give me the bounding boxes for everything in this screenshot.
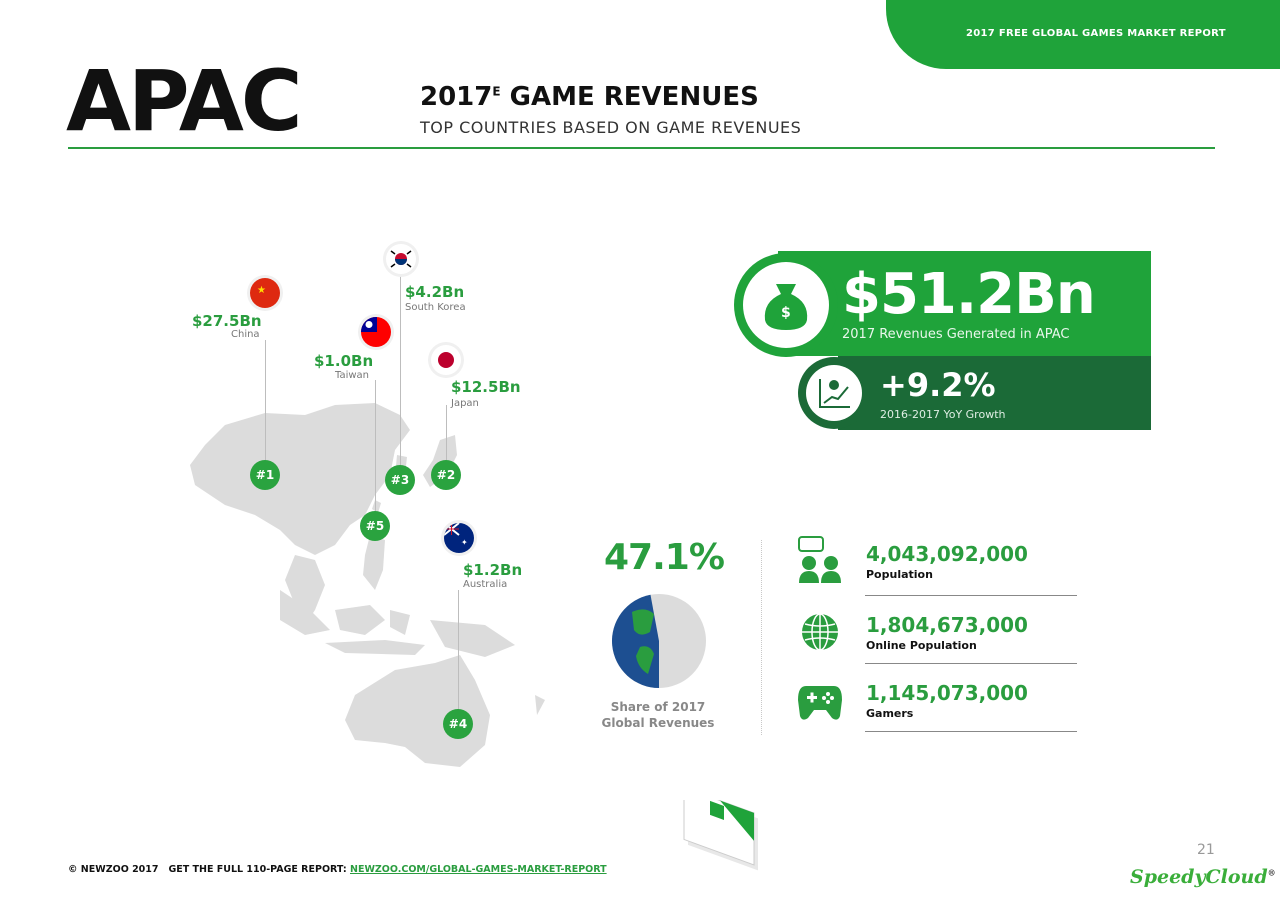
- apac-revenue-total: $51.2Bn: [842, 262, 1096, 327]
- taiwan-pin-line: [375, 380, 376, 512]
- svg-text:✦: ✦: [461, 538, 468, 547]
- australia-revenue: $1.2Bn: [463, 561, 523, 579]
- china-revenue: $27.5Bn: [192, 312, 262, 330]
- taiwan-revenue: $1.0Bn: [314, 352, 374, 370]
- section-subtitle: TOP COUNTRIES BASED ON GAME REVENUES: [420, 118, 802, 137]
- online-population-label: Online Population: [866, 639, 977, 652]
- china-label: China: [231, 329, 260, 340]
- yoy-growth-label: 2016-2017 YoY Growth: [880, 408, 1006, 421]
- gamepad-icon: [798, 686, 842, 720]
- rank-badge-south-korea: #3: [385, 465, 415, 495]
- header-divider: [68, 147, 1215, 149]
- footer-cta: GET THE FULL 110-PAGE REPORT:: [168, 864, 347, 875]
- online-population-value: 1,804,673,000: [866, 613, 1028, 637]
- global-share-percent: 47.1%: [604, 537, 725, 578]
- region-title: APAC: [66, 52, 303, 150]
- south-korea-flag-icon: [386, 244, 416, 274]
- revenue-panel: [778, 251, 1151, 356]
- australia-pin-line: [458, 590, 459, 710]
- growth-panel: [838, 356, 1151, 430]
- stat-divider: [865, 663, 1077, 664]
- global-share-label: Share of 2017 Global Revenues: [601, 700, 715, 730]
- copyright: © NEWZOO 2017: [68, 864, 159, 875]
- taiwan-flag-icon: [361, 317, 391, 347]
- taiwan-label: Taiwan: [335, 370, 370, 381]
- footer: © NEWZOO 2017 GET THE FULL 110-PAGE REPO…: [68, 864, 607, 875]
- australia-flag-icon: ✦: [444, 523, 474, 553]
- korea-pin-line: [400, 275, 401, 465]
- stat-divider: [865, 595, 1077, 596]
- south-korea-revenue: $4.2Bn: [405, 283, 465, 301]
- population-value: 4,043,092,000: [866, 542, 1028, 566]
- japan-label: Japan: [451, 398, 479, 409]
- page-number: 21: [1197, 842, 1215, 858]
- global-share-globe-icon: [612, 594, 706, 688]
- yoy-growth-value: +9.2%: [880, 366, 996, 404]
- china-pin-line: [265, 340, 266, 462]
- section-title: 2017E GAME REVENUES: [420, 82, 759, 112]
- gamers-value: 1,145,073,000: [866, 681, 1028, 705]
- money-bag-icon: $: [743, 262, 829, 348]
- japan-flag-icon: [431, 345, 461, 375]
- stat-divider: [865, 731, 1077, 732]
- rank-badge-china: #1: [250, 460, 280, 490]
- stats-divider: [761, 540, 762, 735]
- rank-badge-taiwan: #5: [360, 511, 390, 541]
- rank-badge-japan: #2: [431, 460, 461, 490]
- people-chat-icon: [798, 536, 841, 583]
- speedycloud-logo: SpeedyCloud®: [1130, 866, 1276, 888]
- china-flag-icon: ★: [250, 278, 280, 308]
- population-label: Population: [866, 568, 933, 581]
- growth-chart-icon: [806, 365, 862, 421]
- south-korea-label: South Korea: [405, 302, 466, 313]
- australia-label: Australia: [463, 579, 508, 590]
- japan-revenue: $12.5Bn: [451, 378, 521, 396]
- japan-pin-line: [446, 405, 447, 460]
- globe-icon: [802, 613, 838, 651]
- gamers-label: Gamers: [866, 707, 914, 720]
- report-link[interactable]: NEWZOO.COM/GLOBAL-GAMES-MARKET-REPORT: [350, 864, 607, 875]
- svg-text:★: ★: [257, 285, 266, 296]
- header-banner: [886, 0, 1280, 69]
- report-book-icon: [683, 800, 758, 871]
- svg-text:$: $: [781, 305, 791, 321]
- report-banner-title: 2017 FREE GLOBAL GAMES MARKET REPORT: [966, 28, 1226, 39]
- apac-revenue-label: 2017 Revenues Generated in APAC: [842, 327, 1070, 342]
- rank-badge-australia: #4: [443, 709, 473, 739]
